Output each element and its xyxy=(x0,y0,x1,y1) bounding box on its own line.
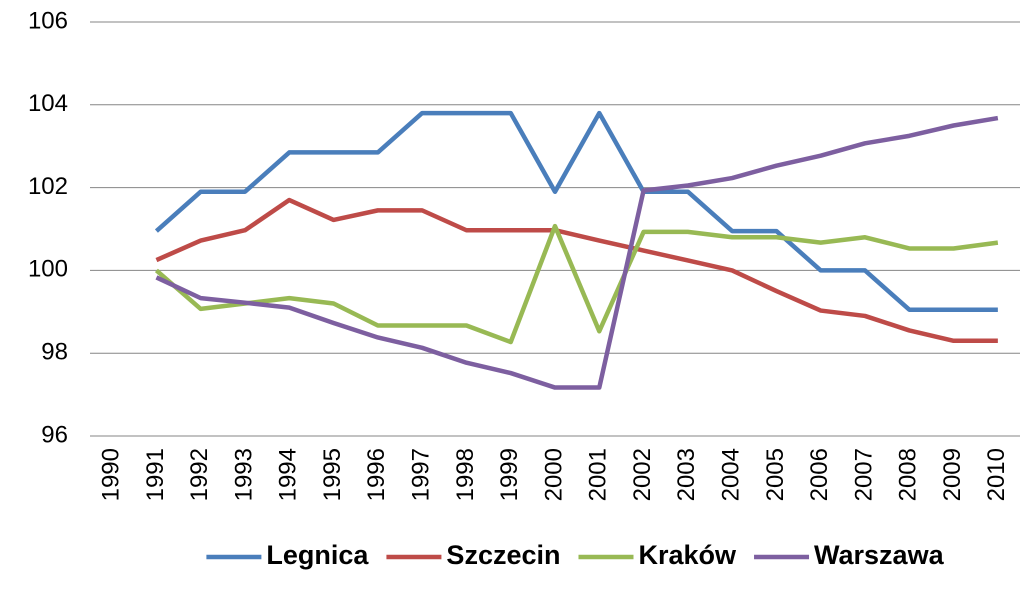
series-line xyxy=(154,223,999,345)
x-tick-label: 2003 xyxy=(673,448,700,501)
x-tick-label: 2000 xyxy=(540,448,567,501)
legend-label: Szczecin xyxy=(446,540,560,570)
x-tick-label: 1994 xyxy=(275,448,302,501)
legend-label: Kraków xyxy=(638,540,737,570)
x-tick-label: 1996 xyxy=(363,448,390,501)
x-tick-label: 1998 xyxy=(452,448,479,501)
y-tick-label: 98 xyxy=(41,339,68,366)
y-tick-label: 106 xyxy=(28,7,68,34)
series-line xyxy=(155,115,999,390)
x-tick-label: 2010 xyxy=(983,448,1010,501)
series-line xyxy=(154,110,998,312)
x-tick-label: 2006 xyxy=(806,448,833,501)
x-tick-label: 2002 xyxy=(629,448,656,501)
x-tick-label: 1995 xyxy=(319,448,346,501)
y-tick-label: 102 xyxy=(28,173,68,200)
series-line xyxy=(155,197,998,344)
x-tick-label: 2007 xyxy=(850,448,877,501)
x-tick-label: 2008 xyxy=(895,448,922,501)
x-tick-label: 1991 xyxy=(142,448,169,501)
x-tick-label: 1990 xyxy=(97,448,124,501)
y-tick-label: 104 xyxy=(28,90,68,117)
x-tick-label: 2009 xyxy=(939,448,966,501)
legend: Legnica Szczecin Kraków Warszawa xyxy=(206,540,945,570)
x-tick-label: 1992 xyxy=(186,448,213,501)
x-tick-label: 2005 xyxy=(762,448,789,501)
y-tick-label: 100 xyxy=(28,256,68,283)
x-tick-label: 1997 xyxy=(407,448,434,501)
x-tick-label: 2004 xyxy=(717,448,744,501)
x-tick-label: 1999 xyxy=(496,448,523,501)
x-tick-label: 2001 xyxy=(585,448,612,501)
legend-label: Legnica xyxy=(266,540,369,570)
legend-label: Warszawa xyxy=(814,540,945,570)
y-tick-label: 96 xyxy=(41,421,68,448)
x-tick-label: 1993 xyxy=(230,448,257,501)
